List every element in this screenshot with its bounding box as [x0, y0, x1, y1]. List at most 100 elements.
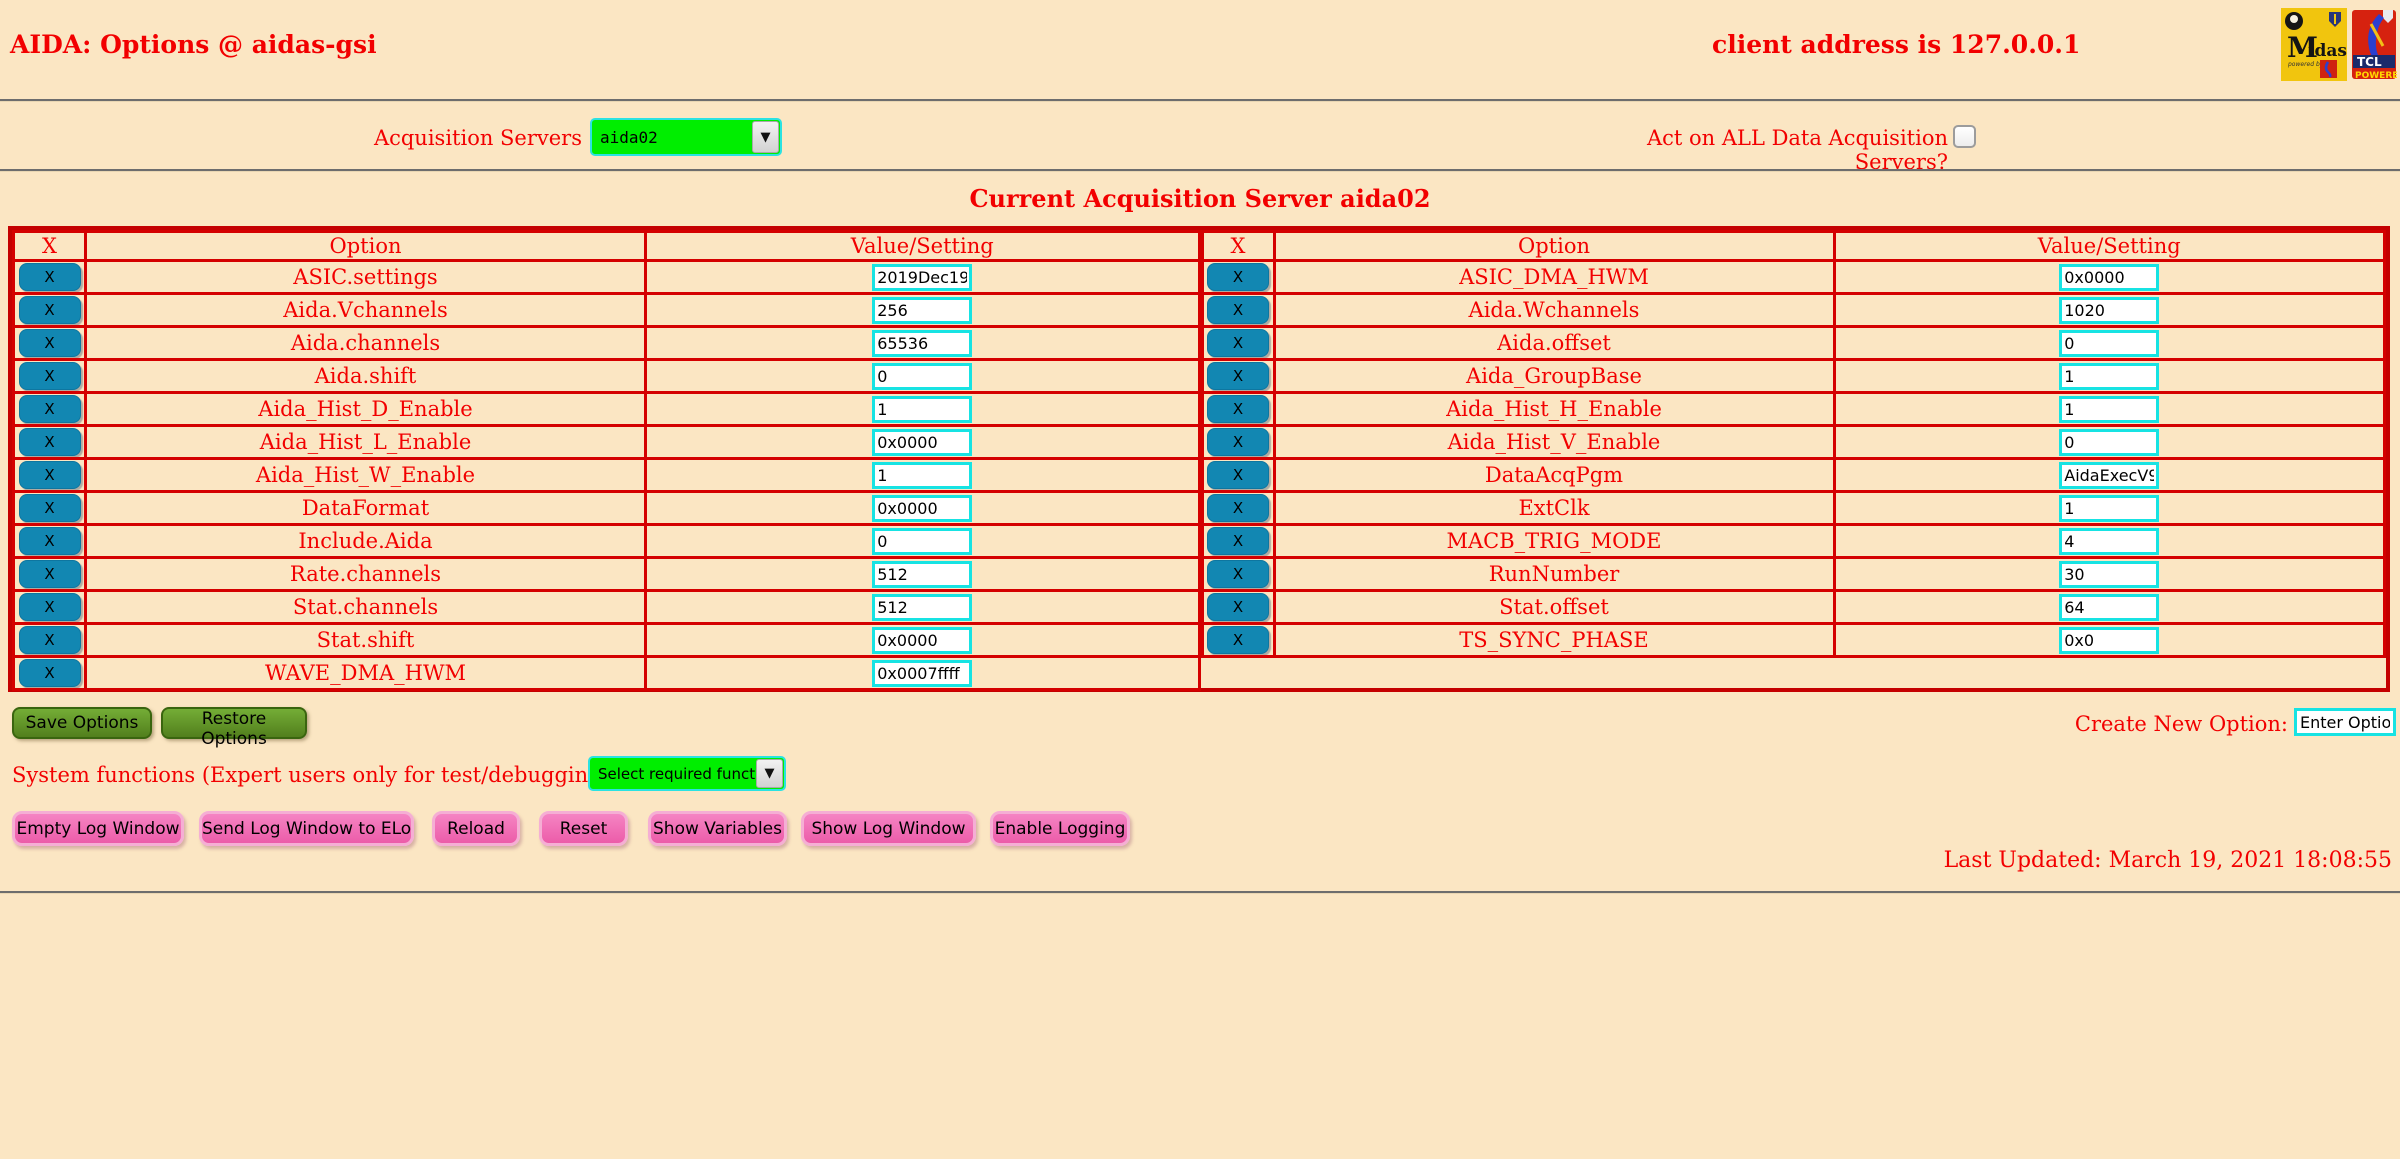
delete-option-button[interactable]: X — [1207, 593, 1269, 621]
tcl-logo-image: TCL POWERED — [2352, 10, 2400, 81]
delete-cell: X — [12, 556, 87, 592]
restore-options-button[interactable]: Restore Options — [161, 707, 307, 749]
option-value-input[interactable] — [2059, 263, 2160, 291]
value-cell — [1832, 457, 2386, 493]
delete-option-button[interactable]: X — [1207, 362, 1269, 390]
delete-option-button[interactable]: X — [18, 362, 81, 390]
system-functions-select[interactable]: Select required function ▼ — [588, 756, 786, 791]
table-row: X Aida.shift — [12, 358, 1201, 394]
value-cell — [1832, 622, 2386, 658]
value-cell — [644, 259, 1201, 295]
table-row: X Aida.Wchannels — [1200, 292, 2386, 328]
delete-option-button[interactable]: X — [18, 461, 81, 489]
option-value-input[interactable] — [2059, 329, 2160, 357]
option-name: Stat.channels — [84, 589, 647, 625]
value-cell — [644, 457, 1201, 493]
delete-option-button[interactable]: X — [1207, 461, 1269, 489]
option-value-input[interactable] — [2059, 428, 2160, 456]
reset-button[interactable]: Reset — [539, 811, 628, 846]
svg-text:M: M — [2287, 31, 2318, 64]
option-value-input[interactable] — [2059, 593, 2160, 621]
save-options-button[interactable]: Save Options — [12, 707, 152, 739]
svg-text:POWERED: POWERED — [2355, 71, 2397, 81]
option-value-input[interactable] — [872, 329, 973, 357]
option-value-input[interactable] — [872, 593, 973, 621]
dropdown-arrow-icon[interactable]: ▼ — [756, 759, 783, 788]
send-log-window-to-elog-button[interactable]: Send Log Window to ELog — [199, 811, 414, 846]
delete-option-button[interactable]: X — [18, 263, 81, 291]
delete-cell: X — [1200, 292, 1276, 328]
delete-option-button[interactable]: X — [18, 659, 81, 687]
table-row: X Stat.shift — [12, 622, 1201, 658]
option-value-input[interactable] — [872, 527, 973, 555]
act-on-all-checkbox[interactable] — [1953, 125, 1976, 148]
option-value-input[interactable] — [872, 626, 973, 654]
option-name: MACB_TRIG_MODE — [1272, 523, 1836, 559]
value-cell — [1832, 490, 2386, 526]
delete-option-button[interactable]: X — [18, 428, 81, 456]
delete-option-button[interactable]: X — [18, 560, 81, 588]
dropdown-arrow-icon[interactable]: ▼ — [752, 121, 779, 153]
delete-cell: X — [1200, 457, 1276, 493]
option-value-input[interactable] — [2059, 626, 2160, 654]
acquisition-server-select[interactable]: aida02 ▼ — [590, 118, 782, 156]
option-value-input[interactable] — [872, 659, 973, 687]
option-value-input[interactable] — [872, 296, 973, 324]
option-value-input[interactable] — [2059, 461, 2160, 489]
delete-cell: X — [1200, 556, 1276, 592]
delete-option-button[interactable]: X — [18, 329, 81, 357]
delete-option-button[interactable]: X — [18, 626, 81, 654]
option-name: TS_SYNC_PHASE — [1272, 622, 1836, 658]
option-value-input[interactable] — [872, 560, 973, 588]
table-row: X Aida.Vchannels — [12, 292, 1201, 328]
svg-text:TCL: TCL — [2357, 55, 2382, 69]
option-value-input[interactable] — [872, 461, 973, 489]
reload-button[interactable]: Reload — [432, 811, 520, 846]
delete-option-button[interactable]: X — [1207, 626, 1269, 654]
delete-option-button[interactable]: X — [18, 593, 81, 621]
delete-option-button[interactable]: X — [1207, 560, 1269, 588]
delete-cell: X — [1200, 490, 1276, 526]
delete-option-button[interactable]: X — [1207, 428, 1269, 456]
delete-option-button[interactable]: X — [1207, 494, 1269, 522]
delete-option-button[interactable]: X — [18, 395, 81, 423]
option-value-input[interactable] — [872, 395, 973, 423]
option-value-input[interactable] — [2059, 395, 2160, 423]
option-value-input[interactable] — [2059, 494, 2160, 522]
enable-logging-button[interactable]: Enable Logging — [990, 811, 1130, 846]
option-value-input[interactable] — [2059, 527, 2160, 555]
table-header-row: X Option Value/Setting — [12, 230, 1201, 262]
show-log-window-button[interactable]: Show Log Window — [801, 811, 976, 846]
tcl-powered-logo: TCL POWERED — [2351, 8, 2400, 85]
show-variables-button[interactable]: Show Variables — [648, 811, 787, 846]
option-name: Include.Aida — [84, 523, 647, 559]
table-row: X RunNumber — [1200, 556, 2386, 592]
option-name: Aida_Hist_L_Enable — [84, 424, 647, 460]
delete-option-button[interactable]: X — [18, 296, 81, 324]
delete-option-button[interactable]: X — [1207, 263, 1269, 291]
option-value-input[interactable] — [872, 428, 973, 456]
option-value-input[interactable] — [2059, 560, 2160, 588]
delete-option-button[interactable]: X — [1207, 296, 1269, 324]
value-cell — [1832, 358, 2386, 394]
system-functions-selected-value: Select required function — [598, 764, 755, 783]
options-table-left-body: X ASIC.settings X Aida.Vchannels X Aida.… — [12, 259, 1201, 691]
option-value-input[interactable] — [2059, 362, 2160, 390]
options-table-left: X Option Value/Setting X ASIC.settings X… — [12, 230, 1201, 691]
option-value-input[interactable] — [872, 494, 973, 522]
option-name: Stat.offset — [1272, 589, 1836, 625]
option-value-input[interactable] — [872, 362, 973, 390]
delete-option-button[interactable]: X — [18, 527, 81, 555]
column-header-option: Option — [84, 230, 647, 262]
option-value-input[interactable] — [872, 263, 973, 291]
delete-option-button[interactable]: X — [1207, 395, 1269, 423]
delete-option-button[interactable]: X — [18, 494, 81, 522]
option-value-input[interactable] — [2059, 296, 2160, 324]
option-name: ASIC.settings — [84, 259, 647, 295]
delete-option-button[interactable]: X — [1207, 527, 1269, 555]
empty-log-window-button[interactable]: Empty Log Window — [12, 811, 184, 846]
create-new-option-label: Create New Option: — [2074, 712, 2288, 736]
create-new-option-input[interactable] — [2294, 708, 2396, 736]
delete-option-button[interactable]: X — [1207, 329, 1269, 357]
